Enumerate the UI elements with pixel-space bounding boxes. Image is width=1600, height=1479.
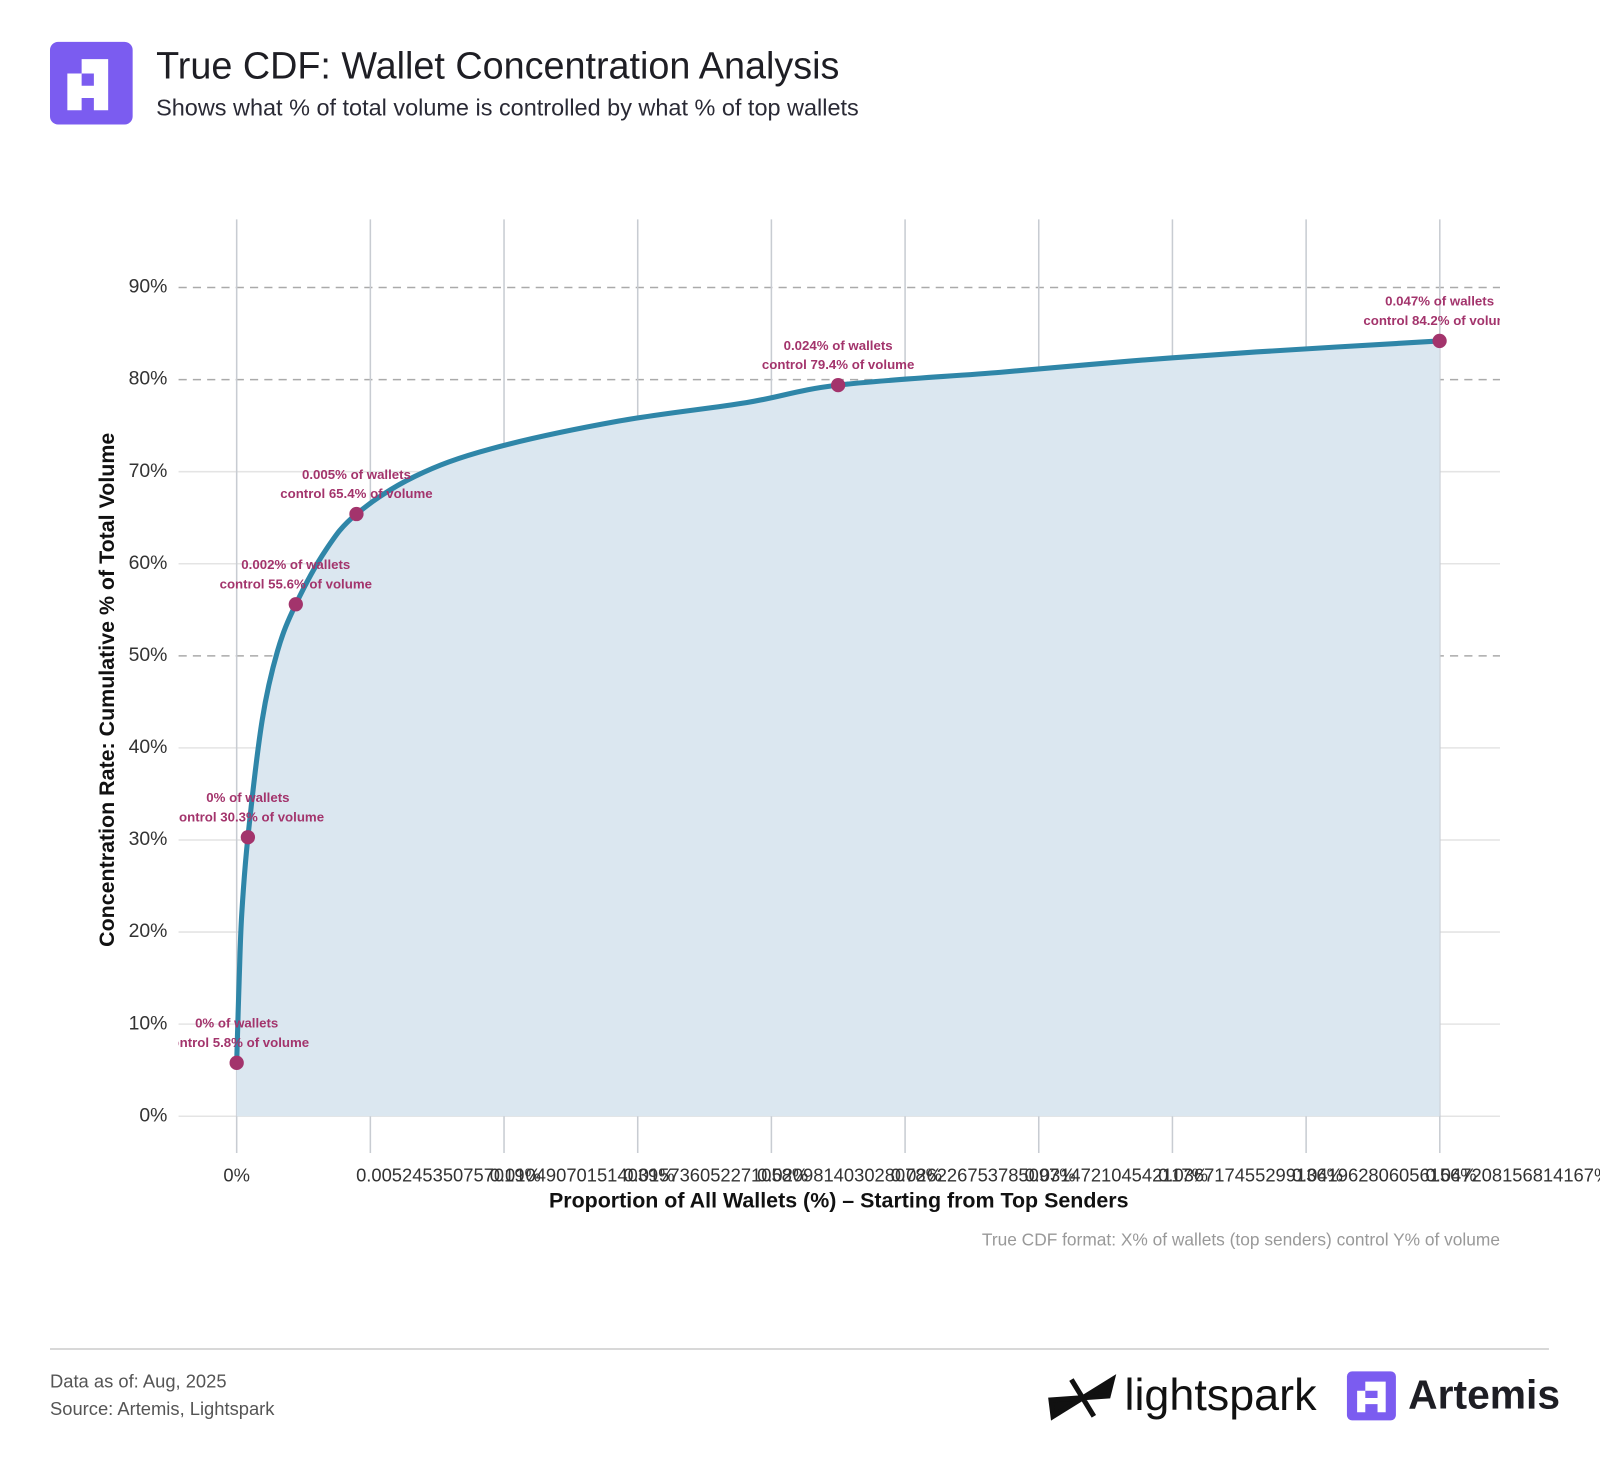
y-tick-label: 60% — [129, 552, 168, 574]
annotations: 0% of wallets control 5.8% of volume 0% of… — [164, 294, 1515, 1050]
content: True CDF: Wallet Concentration Analysis … — [49, 41, 1600, 1421]
x-axis-title: Proportion of All Wallets (%) – Starting… — [549, 1189, 1129, 1213]
area-fill — [236, 340, 1440, 1117]
brand-artemis: Artemis — [1408, 1372, 1560, 1418]
artemis-logo-glyph — [1357, 1381, 1386, 1413]
x-tick-label: 0.020981403028078% — [757, 1164, 942, 1185]
y-tick-label: 70% — [129, 460, 168, 482]
y-axis-title: Concentration Rate: Cumulative % of Tota… — [95, 433, 119, 947]
annotation: 0.024% of wallets — [784, 338, 893, 353]
x-tick-label: 0.010490701514039% — [490, 1164, 675, 1185]
annotation: 0.002% of wallets — [241, 557, 350, 572]
annotation: control 30.3% of volume — [172, 809, 324, 824]
y-tick-label: 50% — [129, 644, 168, 666]
y-tick-label: 40% — [129, 736, 168, 758]
caption: True CDF format: X% of wallets (top send… — [982, 1229, 1500, 1249]
footer-source: Source: Artemis, Lightspark — [50, 1398, 275, 1419]
point — [229, 1055, 244, 1070]
x-tick-label: 0.047208156814167% — [1426, 1164, 1600, 1185]
artemis-logo — [1346, 1371, 1396, 1421]
point — [830, 377, 846, 393]
x-tick-label: 0.041962806056156% — [1292, 1164, 1477, 1185]
title: True CDF: Wallet Concentration Analysis — [156, 44, 839, 86]
header-logo-glyph — [67, 59, 109, 111]
x-tick-label: 0% — [223, 1164, 250, 1185]
annotation: control 5.8% of volume — [164, 1035, 309, 1050]
annotation: control 84.2% of volume — [1363, 313, 1515, 328]
point — [349, 506, 364, 522]
annotation: 0.005% of wallets — [302, 467, 411, 482]
annotation: 0% of wallets — [206, 790, 289, 805]
subtitle: Shows what % of total volume is controll… — [156, 94, 859, 120]
annotation: control 65.4% of volume — [280, 486, 432, 501]
footer-date: Data as of: Aug, 2025 — [50, 1370, 227, 1391]
point — [288, 597, 303, 612]
annotation: control 55.6% of volume — [220, 576, 372, 591]
y-tick-label: 20% — [129, 920, 168, 942]
annotation: 0.047% of wallets — [1385, 294, 1494, 309]
x-tick-label: 0.036717455299136% — [1158, 1164, 1343, 1185]
annotation: control 79.4% of volume — [762, 357, 914, 372]
y-tick-label: 10% — [129, 1012, 168, 1034]
lightspark-logo — [1048, 1374, 1117, 1421]
x-tick-label: 0.005245350757019% — [356, 1164, 541, 1185]
x-tick-label: 0.015736052271058% — [623, 1164, 808, 1185]
plot: 0% 10% 20% 30% 40% 50% 60% 70% 80% 90% 0% 0.0052453… — [129, 219, 1600, 1185]
header-logo — [49, 41, 133, 125]
y-tick-label: 80% — [129, 368, 168, 390]
brand-lightspark: lightspark — [1124, 1369, 1317, 1420]
y-tick-label: 90% — [129, 276, 168, 298]
y-tick-label: 30% — [129, 828, 168, 850]
annotation: 0% of wallets — [195, 1016, 278, 1031]
y-tick-label: 0% — [139, 1104, 167, 1126]
point — [1432, 333, 1447, 349]
x-tick-label: 0.026226753785097% — [891, 1164, 1076, 1185]
point — [240, 830, 256, 845]
x-tick-label: 0.031472104542117% — [1024, 1164, 1207, 1185]
